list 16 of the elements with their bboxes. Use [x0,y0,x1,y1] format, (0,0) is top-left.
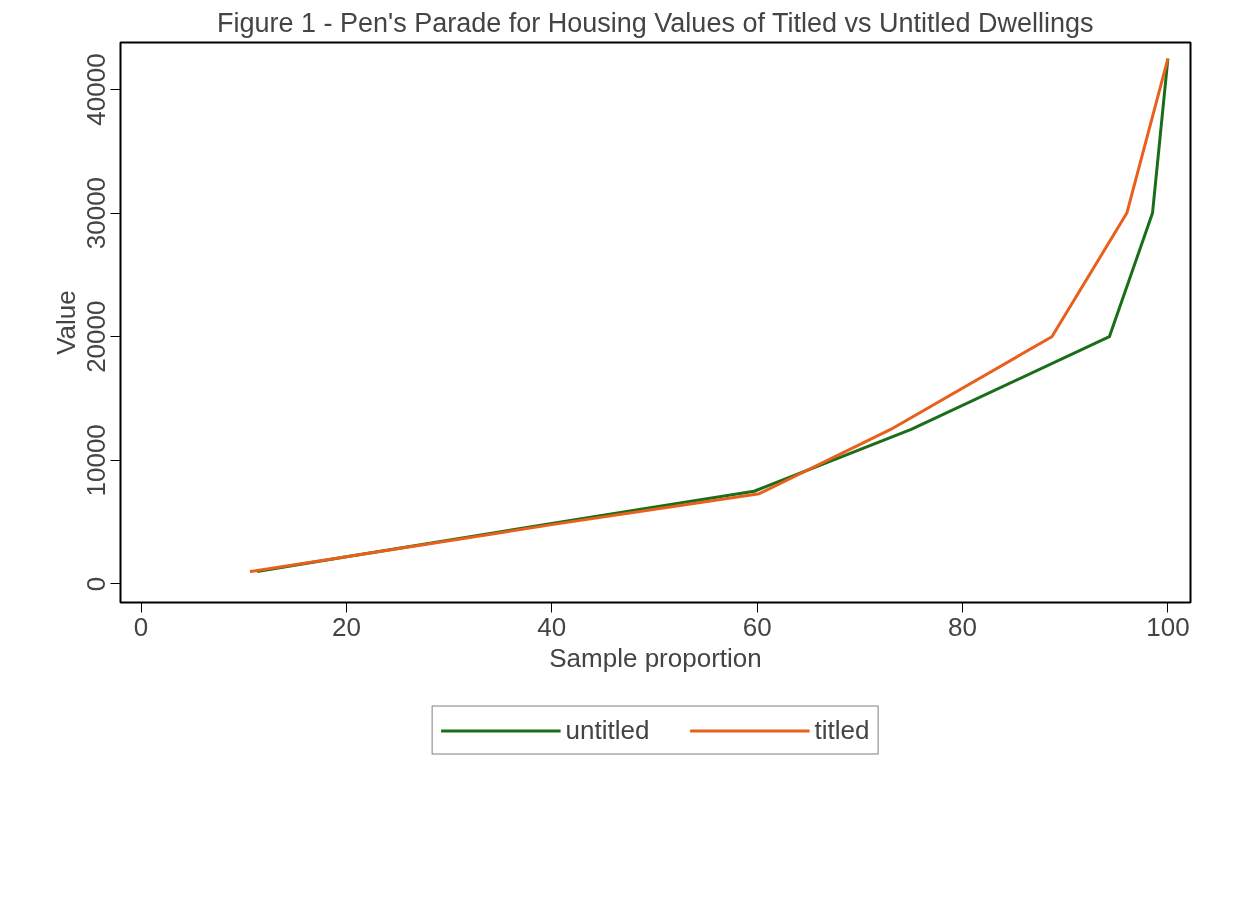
y-tick-label: 30000 [81,176,112,250]
y-tick-label: 0 [81,576,112,592]
chart-title: Figure 1 - Pen's Parade for Housing Values of Titled vs Untitled Dwellings [216,7,1094,38]
legend-label: titled [814,714,870,746]
x-tick-label: 60 [742,611,772,642]
y-tick-label: 40000 [81,53,112,126]
y-axis-title: Value [50,290,81,355]
y-tick-label: 10000 [81,424,112,497]
x-axis-title: Sample proportion [549,642,762,673]
y-tick-label: 20000 [81,300,112,373]
x-tick-label: 80 [948,611,977,642]
legend-label: untitled [565,714,650,746]
x-tick-label: 100 [1146,611,1190,642]
x-tick-label: 0 [133,611,149,642]
x-tick-label: 20 [331,611,361,642]
x-tick-label: 40 [537,611,567,642]
